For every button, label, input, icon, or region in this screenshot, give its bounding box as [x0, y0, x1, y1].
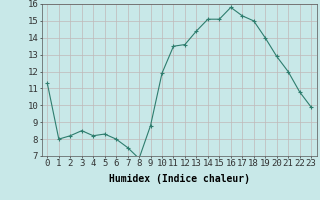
X-axis label: Humidex (Indice chaleur): Humidex (Indice chaleur) — [109, 174, 250, 184]
